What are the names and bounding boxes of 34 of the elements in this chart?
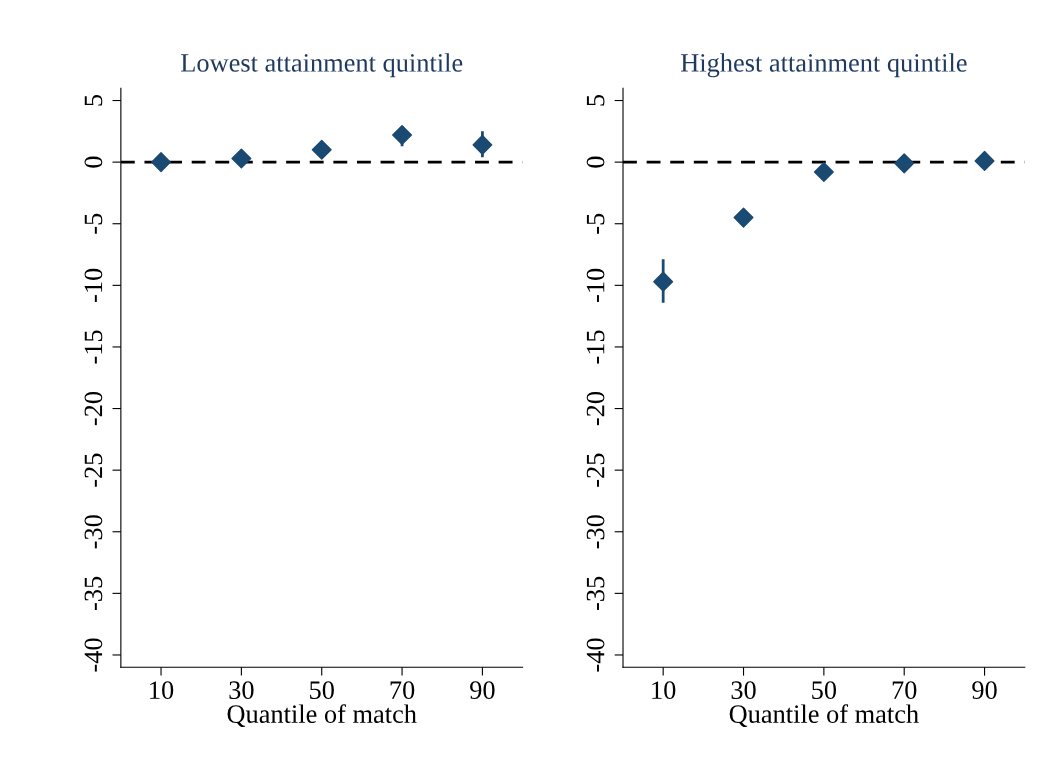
y-tick-label: -25: [586, 453, 605, 487]
y-tick-label: -30: [84, 515, 103, 549]
y-tick-label: -25: [84, 453, 103, 487]
y-tick-label: 0: [84, 156, 103, 168]
y-tick-label: -40: [84, 638, 103, 672]
y-tick-label: -5: [586, 213, 605, 234]
y-tick-label: -10: [84, 268, 103, 302]
y-tick-label: -10: [586, 268, 605, 302]
y-tick-label: -15: [586, 330, 605, 364]
y-tick-label: -20: [84, 391, 103, 426]
x-tick-label: 70: [390, 681, 415, 700]
y-tick-label: -5: [84, 213, 103, 234]
x-tick-label: 70: [892, 681, 917, 700]
x-tick-label: 30: [229, 681, 254, 700]
x-tick-label: 90: [470, 681, 495, 700]
x-tick-label: 50: [310, 681, 334, 700]
y-tick-label: 5: [84, 94, 103, 106]
y-tick-label: 0: [586, 156, 605, 168]
x-tick-label: 50: [812, 681, 837, 700]
x-axis-title: Quantile of match: [729, 704, 919, 728]
x-tick-label: 10: [652, 681, 676, 700]
x-tick-label: 10: [150, 681, 174, 700]
chart-title: Highest attainment quintile: [680, 53, 967, 78]
y-tick-label: -30: [586, 515, 605, 549]
x-tick-label: 30: [731, 681, 756, 700]
y-tick-label: -40: [586, 638, 605, 672]
x-axis-title: Quantile of match: [227, 704, 417, 728]
y-tick-label: 5: [586, 94, 605, 106]
y-tick-label: -35: [586, 576, 605, 610]
y-tick-label: -35: [84, 576, 103, 610]
x-tick-label: 90: [972, 681, 997, 700]
y-tick-label: -15: [84, 330, 103, 364]
y-tick-label: -20: [586, 391, 605, 426]
chart-title: Lowest attainment quintile: [181, 53, 463, 78]
